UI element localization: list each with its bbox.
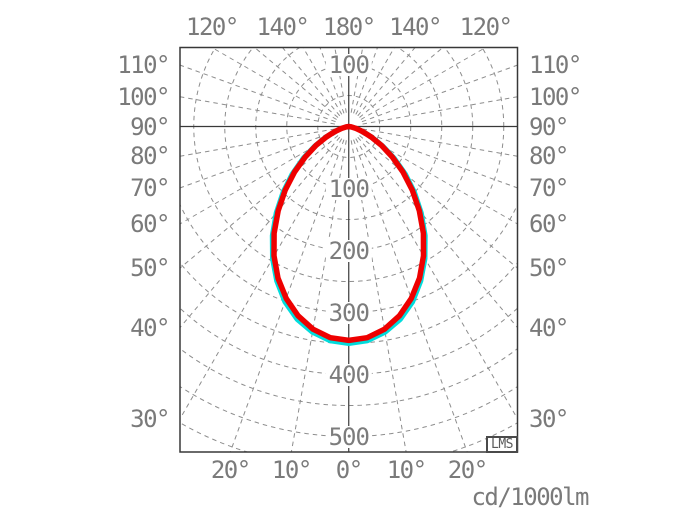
grid-ray bbox=[180, 96, 336, 125]
grid-ray bbox=[180, 64, 336, 123]
grid-ray bbox=[357, 47, 416, 117]
lms-watermark-text: LMS bbox=[491, 437, 513, 452]
red-curve bbox=[271, 123, 427, 344]
grid-ray bbox=[180, 133, 337, 225]
grid-ray bbox=[359, 47, 444, 118]
grid-ray bbox=[362, 96, 518, 125]
grid-ray bbox=[361, 64, 518, 123]
grid-ray bbox=[357, 136, 518, 329]
grid-ray bbox=[290, 140, 347, 452]
grid-ray bbox=[180, 128, 336, 157]
grid-ray bbox=[253, 47, 339, 118]
lms-watermark-badge: LMS bbox=[486, 436, 518, 453]
grid-ray bbox=[302, 47, 343, 115]
grid-ray bbox=[350, 140, 407, 452]
grid-ray bbox=[360, 133, 518, 225]
grid-ray bbox=[362, 128, 518, 157]
grid-ray bbox=[210, 47, 337, 120]
plot-frame bbox=[179, 46, 519, 453]
grid-ray bbox=[355, 47, 395, 115]
grid-ray bbox=[319, 47, 345, 114]
grid-ray bbox=[360, 47, 487, 120]
grid-ray bbox=[281, 47, 341, 117]
intensity-curves bbox=[269, 123, 428, 346]
grid-ray bbox=[180, 136, 341, 329]
grid-ray bbox=[355, 138, 518, 420]
unit-label: cd/1000lm bbox=[471, 483, 589, 511]
grid-ray bbox=[180, 138, 343, 420]
